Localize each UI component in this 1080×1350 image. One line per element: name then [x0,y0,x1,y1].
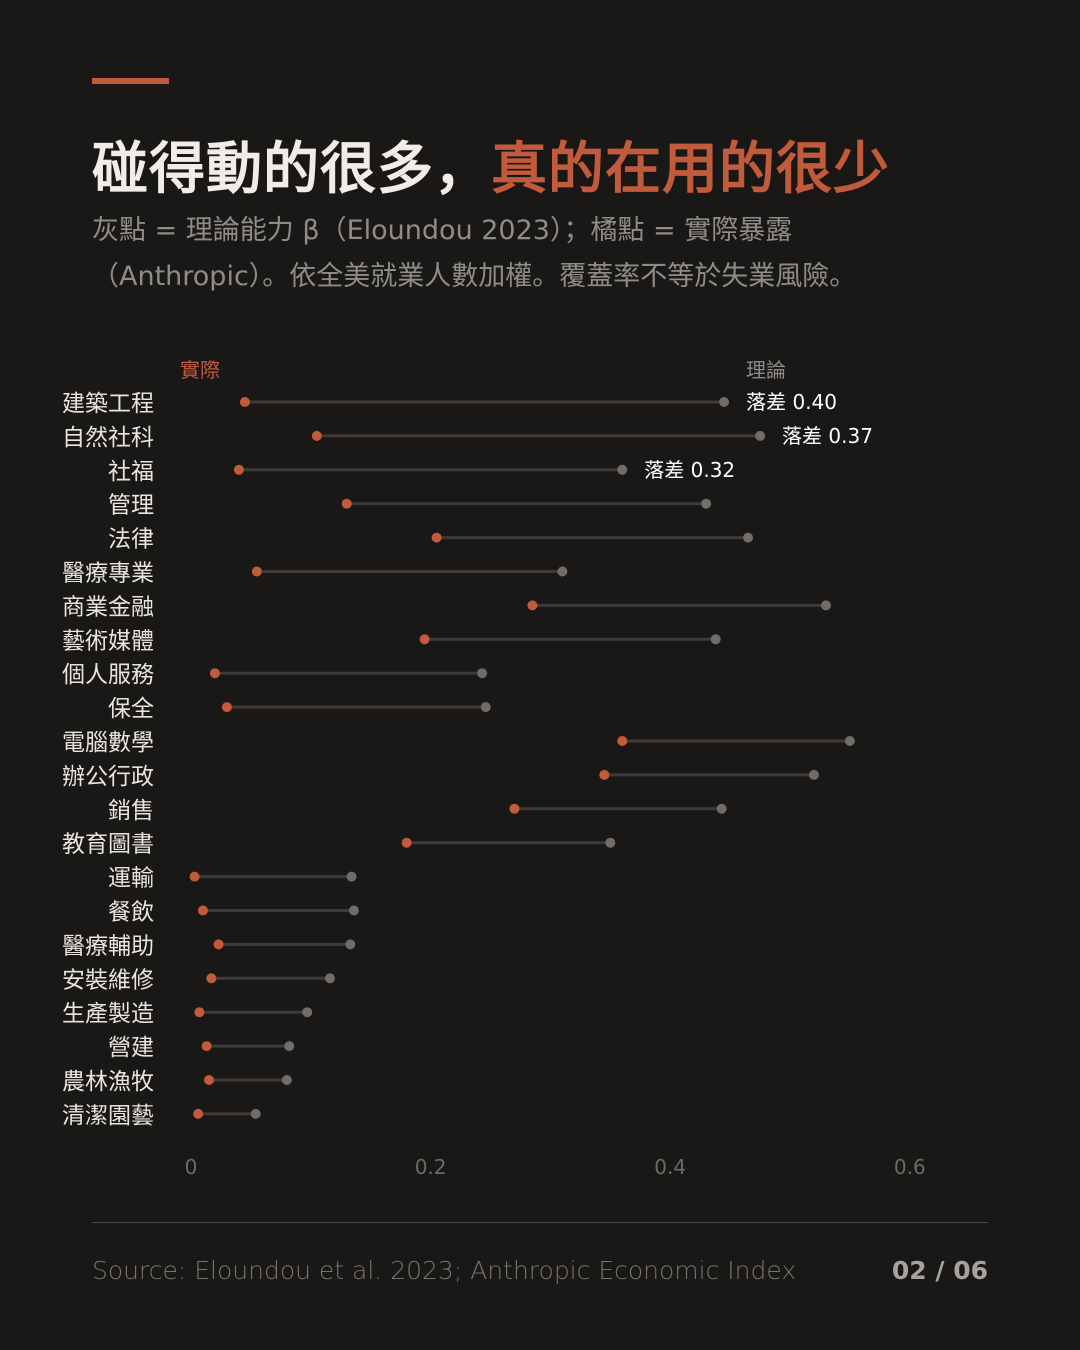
category-label: 自然社科 [62,425,154,451]
theory-point [348,905,359,916]
x-tick-label: 0 [185,1155,198,1179]
title-main: 碰得動的很多， [92,136,491,202]
subtitle: 灰點 = 理論能力 β（Eloundou 2023）；橘點 = 實際暴露 （An… [92,208,992,300]
category-label: 管理 [108,493,154,519]
actual-point [213,939,224,950]
theory-point [743,532,754,543]
actual-point [341,498,352,509]
theory-point [755,430,766,441]
theory-point [808,769,819,780]
theory-point [716,803,727,814]
category-label: 建築工程 [62,391,154,417]
page-indicator: 02 / 06 [891,1256,988,1285]
actual-point [201,1041,212,1052]
source-note: Source: Eloundou et al. 2023; Anthropic … [92,1256,797,1285]
footer-divider [92,1222,988,1223]
theory-point [701,498,712,509]
category-label: 藝術媒體 [62,628,154,654]
gap-annotation: 落差 0.37 [782,424,873,448]
dumbbell-chart: 實際 理論建築工程自然社科社福管理法律醫療專業商業金融藝術媒體個人服務保全電腦數學… [62,358,926,1179]
actual-point [401,837,412,848]
category-label: 農林漁牧 [62,1069,154,1095]
subtitle-line-2: （Anthropic）。依全美就業人數加權。覆蓋率不等於失業風險。 [92,261,857,292]
actual-point [527,600,538,611]
theory-point [605,837,616,848]
category-label: 營建 [108,1035,154,1061]
category-label: 醫療專業 [62,561,154,587]
category-label: 運輸 [108,866,154,892]
theory-point [710,634,721,645]
actual-point [251,566,262,577]
actual-point [239,397,250,407]
legend-actual-label: 實際 [180,358,220,382]
category-label: 銷售 [108,798,154,824]
actual-point [233,464,244,475]
theory-point [480,702,491,713]
category-label: 法律 [108,527,154,553]
theory-point [617,464,628,475]
theory-point [250,1108,261,1119]
category-label: 教育圖書 [62,832,154,858]
category-label: 辦公行政 [62,764,154,790]
theory-point [844,736,855,746]
actual-point [311,430,322,441]
gap-annotation: 落差 0.40 [746,390,837,414]
x-tick-label: 0.2 [415,1155,447,1179]
gap-annotation: 落差 0.32 [644,458,735,482]
actual-point [419,634,430,645]
actual-point [599,769,610,780]
theory-point [557,566,568,577]
category-label: 保全 [108,696,154,722]
subtitle-line-1: 灰點 = 理論能力 β（Eloundou 2023）；橘點 = 實際暴露 [92,215,793,246]
category-label: 社福 [108,459,154,485]
theory-point [719,397,730,407]
theory-point [284,1041,295,1052]
theory-point [302,1007,313,1018]
actual-point [206,973,217,984]
actual-point [189,871,200,882]
theory-point [324,973,335,984]
category-label: 醫療輔助 [62,933,154,959]
x-tick-label: 0.4 [654,1155,686,1179]
x-tick-label: 0.6 [894,1155,926,1179]
actual-point [617,736,628,746]
legend-theory-label: 理論 [746,358,786,382]
category-label: 個人服務 [62,662,154,688]
theory-point [345,939,356,950]
actual-point [197,905,208,916]
theory-point [820,600,831,611]
accent-bar [92,78,169,84]
actual-point [193,1108,204,1119]
category-label: 商業金融 [62,594,154,620]
title-highlight: 真的在用的很少 [491,136,890,202]
category-label: 生產製造 [62,1001,154,1027]
page-title: 碰得動的很多，真的在用的很少 [92,124,890,205]
category-label: 安裝維修 [62,967,154,993]
theory-point [346,871,357,882]
actual-point [221,702,232,713]
category-label: 餐飲 [108,900,154,926]
actual-point [509,803,520,814]
category-label: 電腦數學 [62,730,154,756]
actual-point [431,532,442,543]
theory-point [281,1075,292,1085]
actual-point [209,668,220,679]
category-label: 清潔園藝 [62,1103,154,1129]
theory-point [477,668,488,679]
actual-point [203,1075,214,1085]
actual-point [194,1007,205,1018]
